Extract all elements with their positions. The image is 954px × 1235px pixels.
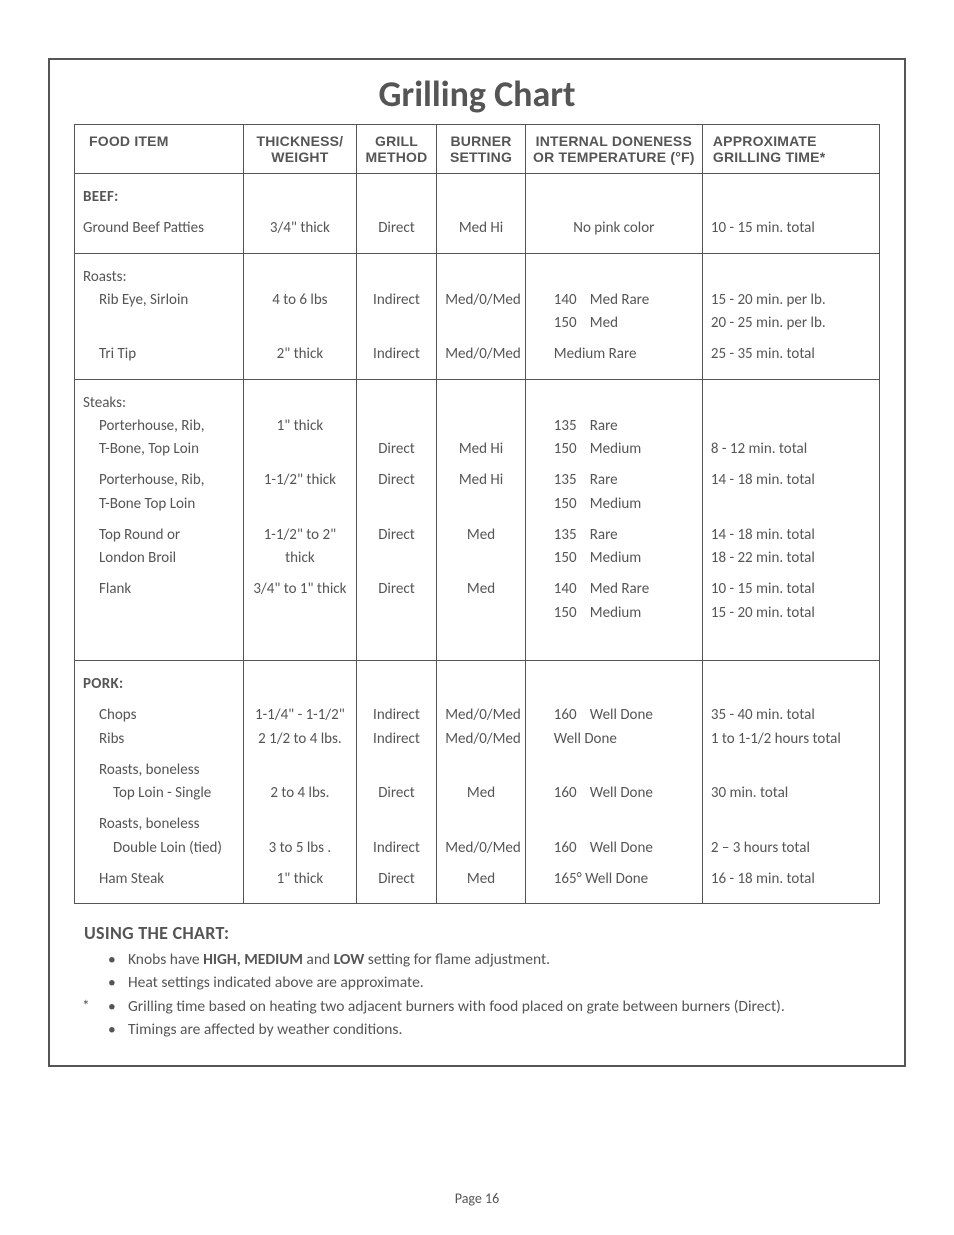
beef-steaks-row: Steaks: Porterhouse, Rib, T-Bone, Top Lo…	[75, 379, 880, 661]
cell-beef-burner: Med Hi	[437, 174, 526, 254]
note-item: Heat settings indicated above are approx…	[128, 971, 870, 994]
th-thickness: THICKNESS/WEIGHT	[244, 125, 357, 174]
chart-frame: Grilling Chart FOOD ITEM THICKNESS/WEIGH…	[48, 58, 906, 1067]
cell-beef-thick: 3/4" thick	[244, 174, 357, 254]
cell-beef-time: 10 - 15 min. total	[702, 174, 879, 254]
grilling-table: FOOD ITEM THICKNESS/WEIGHT GRILLMETHOD B…	[74, 124, 880, 904]
th-food: FOOD ITEM	[75, 125, 244, 174]
page-footer: Page 16	[0, 1190, 954, 1207]
note-item: * Grilling time based on heating two adj…	[128, 995, 870, 1018]
pork-section: PORK: Chops Ribs Roasts, boneless Top Lo…	[75, 661, 880, 904]
cell-beef-done: No pink color	[525, 174, 702, 254]
cell-beef-items: BEEF: Ground Beef Patties	[75, 174, 244, 254]
th-time: APPROXIMATEGRILLING TIME*	[702, 125, 879, 174]
cell-beef-method: Direct	[356, 174, 437, 254]
th-doneness: INTERNAL DONENESSOR TEMPERATURE (°F)	[525, 125, 702, 174]
note-item: Knobs have HIGH, MEDIUM and LOW setting …	[128, 948, 870, 971]
notes-heading: USING THE CHART:	[84, 922, 870, 944]
th-method: GRILLMETHOD	[356, 125, 437, 174]
beef-section: BEEF: Ground Beef Patties 3/4" thick Dir…	[75, 174, 880, 254]
th-burner: BURNERSETTING	[437, 125, 526, 174]
note-item: Timings are affected by weather conditio…	[128, 1018, 870, 1041]
beef-roasts-row: Roasts: Rib Eye, Sirloin Tri Tip 4 to 6 …	[75, 253, 880, 379]
notes-section: USING THE CHART: Knobs have HIGH, MEDIUM…	[74, 922, 880, 1041]
notes-list: Knobs have HIGH, MEDIUM and LOW setting …	[84, 948, 870, 1041]
page-title: Grilling Chart	[74, 72, 880, 116]
page: Grilling Chart FOOD ITEM THICKNESS/WEIGH…	[0, 0, 954, 1235]
table-header-row: FOOD ITEM THICKNESS/WEIGHT GRILLMETHOD B…	[75, 125, 880, 174]
asterisk-icon: *	[82, 995, 90, 1018]
